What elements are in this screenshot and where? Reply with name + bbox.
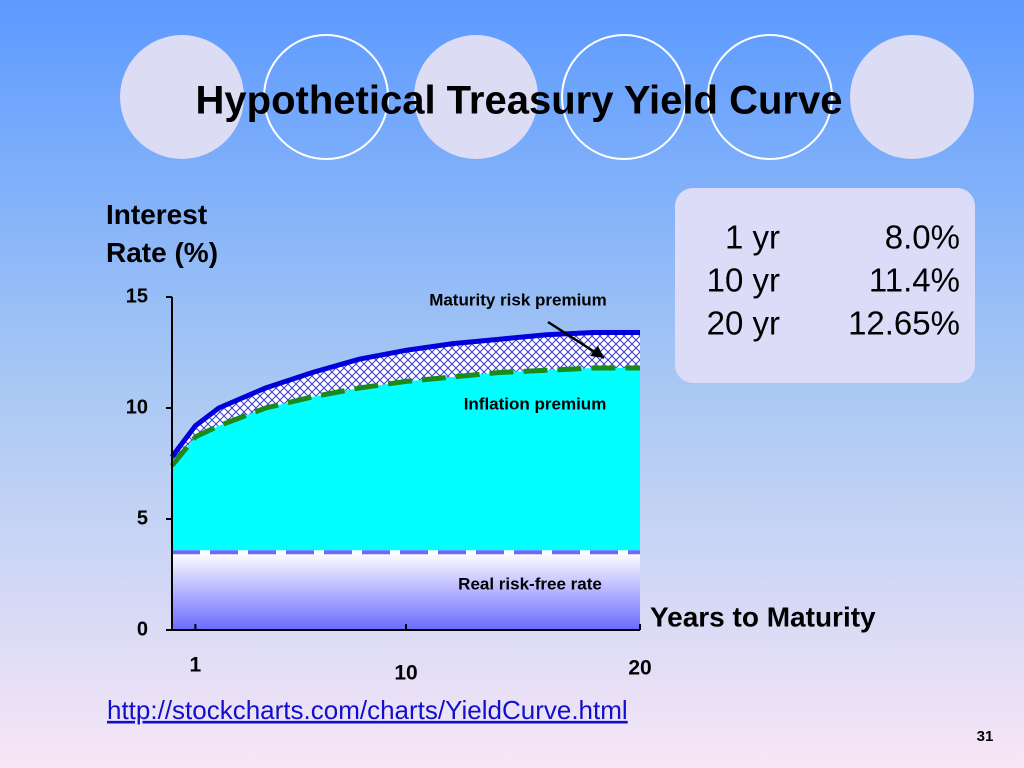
table-term: 1 yr <box>725 219 780 256</box>
y-tick-label: 5 <box>137 507 148 529</box>
y-tick-label: 10 <box>126 396 148 418</box>
table-rate: 8.0% <box>885 219 960 256</box>
series-label: Maturity risk premium <box>429 290 607 309</box>
area <box>172 552 640 630</box>
series-label: Inflation premium <box>464 394 607 413</box>
arrow-head <box>590 346 604 358</box>
y-tick-label: 0 <box>137 618 148 640</box>
decor-circles <box>120 34 974 160</box>
table-box <box>675 188 975 383</box>
table-term: 20 yr <box>707 305 780 342</box>
table-rate: 11.4% <box>869 262 960 299</box>
area <box>172 332 640 466</box>
table-rate: 12.65% <box>848 305 960 342</box>
series-line <box>170 330 640 459</box>
y-tick-label: 15 <box>126 285 148 307</box>
plot: Real risk-free rate Inflation premium Matu… <box>126 285 876 684</box>
page-number: 31 <box>977 728 994 745</box>
x-axis-label: Years to Maturity <box>650 601 876 632</box>
x-tick-label: 20 <box>628 657 651 680</box>
series-label: Real risk-free rate <box>458 574 602 593</box>
title: Hypothetical Treasury Yield Curve <box>196 79 843 123</box>
source-link[interactable]: http://stockcharts.com/charts/YieldCurve… <box>107 695 628 725</box>
y-axis-label: Interest Rate (%) <box>106 199 219 268</box>
x-tick-label: 1 <box>190 654 202 677</box>
x-tick-label: 10 <box>394 662 417 685</box>
area <box>172 368 640 553</box>
table-term: 10 yr <box>707 262 780 299</box>
